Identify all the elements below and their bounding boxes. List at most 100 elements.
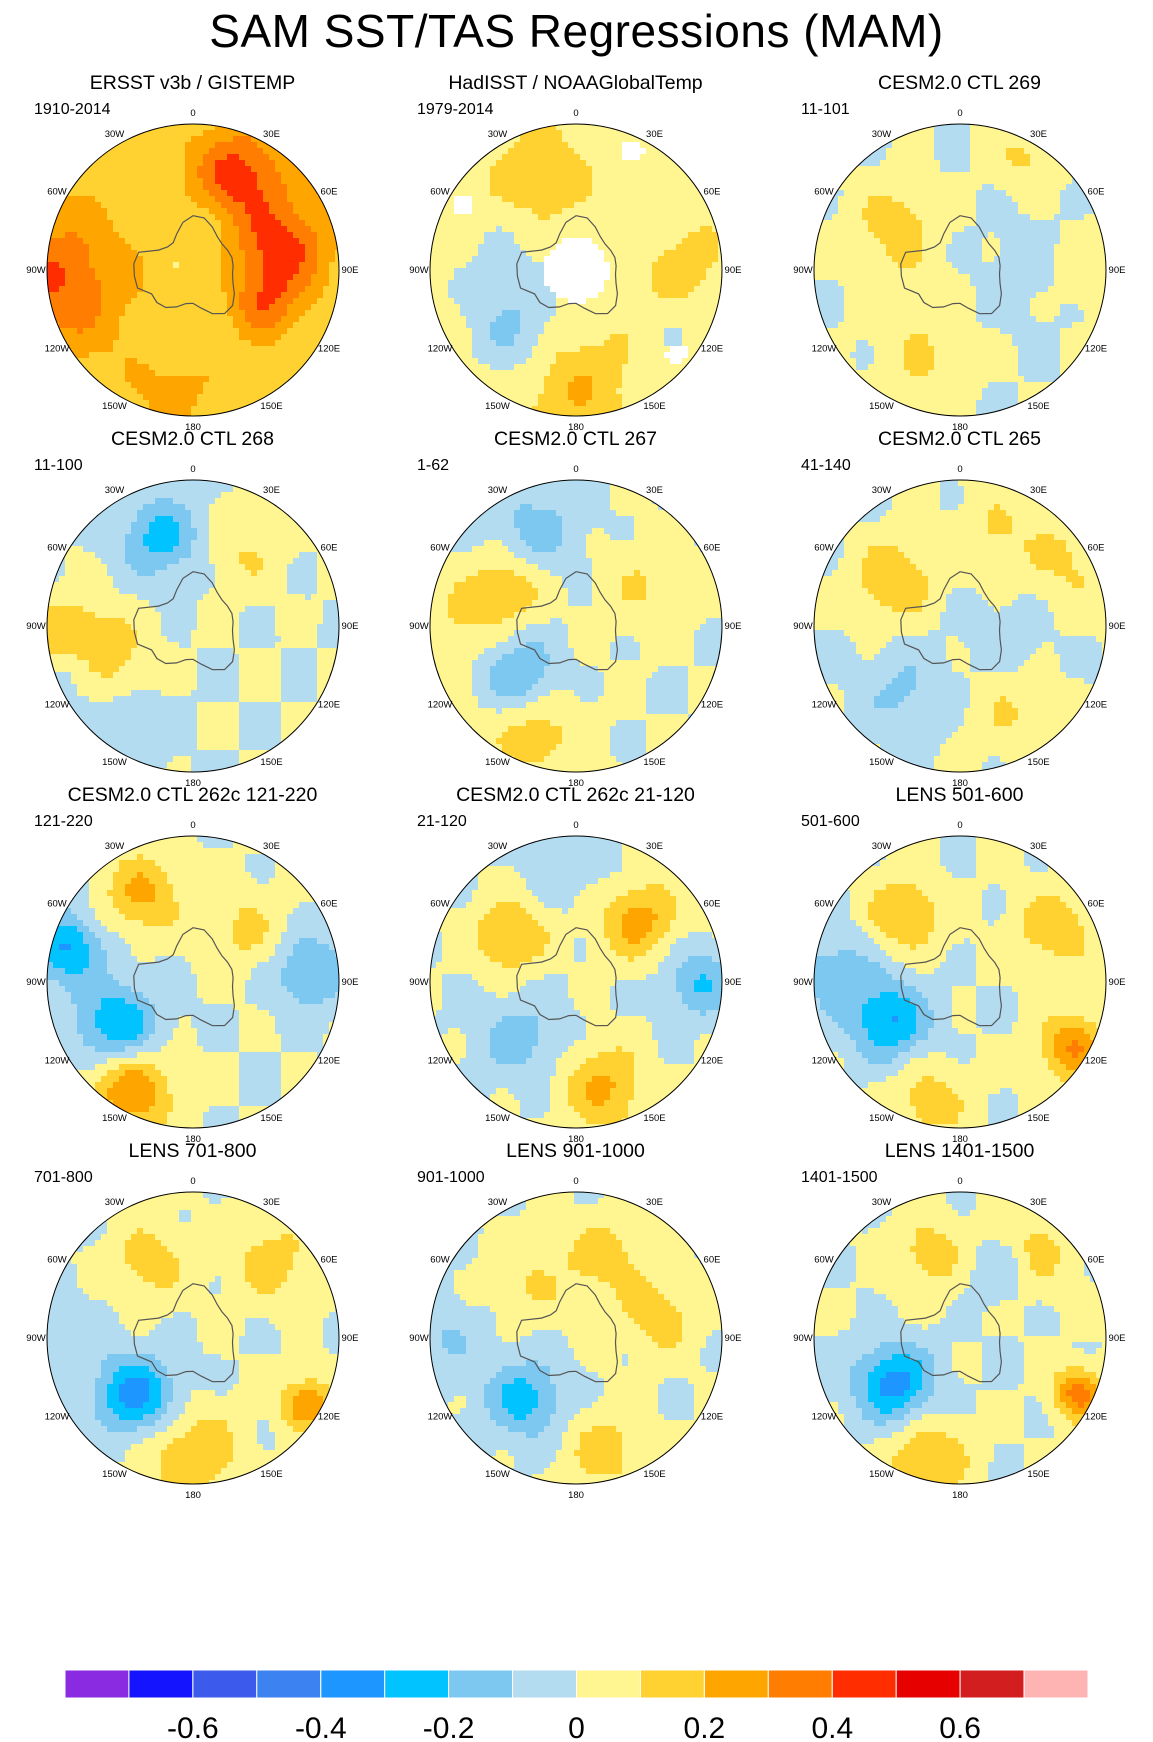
heatmap-cell [460, 280, 467, 287]
heatmap-cell [694, 196, 701, 203]
heatmap-cell [940, 244, 947, 251]
heatmap-cell [227, 262, 234, 269]
heatmap-cell [706, 214, 713, 221]
heatmap-cell [227, 328, 234, 335]
heatmap-cell [934, 166, 941, 173]
heatmap-cell [287, 220, 294, 227]
heatmap-cell [880, 154, 887, 161]
heatmap-cell [430, 286, 437, 293]
heatmap-cell [167, 334, 174, 341]
heatmap-cell [335, 250, 339, 257]
heatmap-cell [1036, 232, 1043, 239]
heatmap-cell [239, 250, 246, 257]
heatmap-cell [143, 268, 150, 275]
heatmap-cell [137, 136, 144, 143]
heatmap-cell [149, 148, 156, 155]
heatmap-cell [514, 172, 521, 179]
heatmap-cell [137, 166, 144, 173]
heatmap-cell [868, 244, 875, 251]
heatmap-cell [191, 238, 198, 245]
heatmap-cell [712, 262, 719, 269]
heatmap-cell [1012, 214, 1019, 221]
heatmap-cell [664, 166, 671, 173]
heatmap-cell [544, 232, 551, 239]
heatmap-cell [874, 250, 881, 257]
heatmap-cell [173, 208, 180, 215]
heatmap-cell [652, 148, 659, 155]
heatmap-cell [1078, 208, 1085, 215]
heatmap-cell [299, 166, 306, 173]
heatmap-cell [520, 148, 527, 155]
heatmap-cell [610, 346, 617, 353]
heatmap-cell [544, 202, 551, 209]
heatmap-cell [598, 142, 605, 149]
heatmap-cell [227, 238, 234, 245]
heatmap-cell [550, 292, 557, 299]
heatmap-cell [1072, 226, 1079, 233]
heatmap-cell [191, 184, 198, 191]
heatmap-cell [544, 160, 551, 167]
heatmap-cell [580, 220, 587, 227]
heatmap-cell [1066, 226, 1073, 233]
heatmap-cell [125, 232, 132, 239]
heatmap-cell [119, 172, 126, 179]
heatmap-cell [520, 334, 527, 341]
heatmap-cell [311, 322, 318, 329]
heatmap-cell [496, 370, 503, 377]
heatmap-cell [628, 208, 635, 215]
heatmap-cell [89, 286, 96, 293]
heatmap-cell [275, 190, 282, 197]
heatmap-cell [646, 166, 653, 173]
heatmap-cell [898, 250, 905, 257]
heatmap-cell [275, 214, 282, 221]
heatmap-cell [556, 358, 563, 365]
heatmap-cell [502, 376, 509, 383]
heatmap-cell [868, 232, 875, 239]
heatmap-cell [868, 196, 875, 203]
heatmap-cell [305, 334, 312, 341]
heatmap-cell [227, 274, 234, 281]
heatmap-cell [604, 238, 611, 245]
heatmap-cell [1084, 238, 1091, 245]
heatmap-cell [964, 262, 971, 269]
heatmap-cell [496, 346, 503, 353]
heatmap-cell [275, 322, 282, 329]
heatmap-cell [508, 304, 515, 311]
heatmap-cell [472, 346, 479, 353]
heatmap-cell [173, 214, 180, 221]
heatmap-cell [472, 286, 479, 293]
heatmap-cell [101, 328, 108, 335]
heatmap-cell [281, 220, 288, 227]
heatmap-cell [664, 310, 671, 317]
heatmap-cell [958, 208, 965, 215]
heatmap-cell [952, 202, 959, 209]
heatmap-cell [904, 238, 911, 245]
heatmap-cell [616, 394, 623, 401]
heatmap-cell [634, 388, 641, 395]
heatmap-cell [634, 382, 641, 389]
heatmap-cell [556, 292, 563, 299]
heatmap-cell [568, 214, 575, 221]
heatmap-cell [131, 286, 138, 293]
heatmap-cell [922, 256, 929, 263]
heatmap-cell [886, 202, 893, 209]
heatmap-cell [131, 166, 138, 173]
heatmap-cell [520, 382, 527, 389]
heatmap-cell [221, 184, 228, 191]
heatmap-cell [988, 148, 995, 155]
heatmap-cell [694, 340, 701, 347]
heatmap-cell [269, 160, 276, 167]
heatmap-cell [826, 226, 833, 233]
heatmap-cell [658, 334, 665, 341]
heatmap-cell [472, 196, 479, 203]
heatmap-cell [137, 376, 144, 383]
heatmap-cell [161, 280, 168, 287]
heatmap-cell [1072, 196, 1079, 203]
heatmap-cell [634, 154, 641, 161]
heatmap-cell [209, 220, 216, 227]
heatmap-cell [149, 178, 156, 185]
heatmap-cell [179, 322, 186, 329]
heatmap-cell [71, 322, 78, 329]
heatmap-cell [161, 352, 168, 359]
heatmap-cell [143, 220, 150, 227]
